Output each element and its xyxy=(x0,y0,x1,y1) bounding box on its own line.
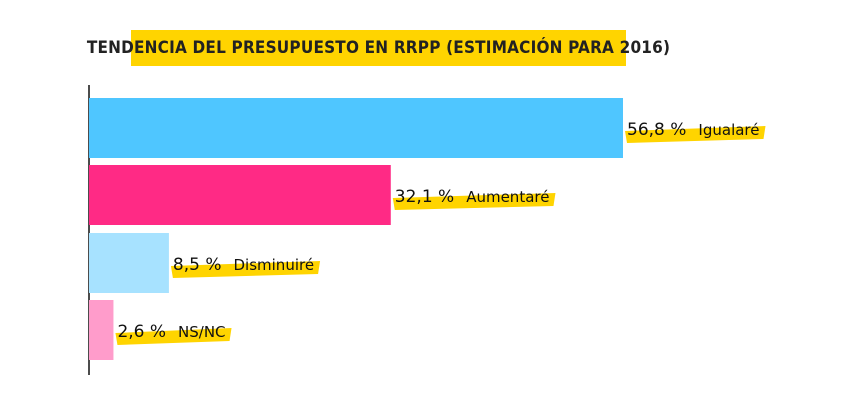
category-label-ns-nc: NS/NC xyxy=(178,323,226,341)
bar-aumentar- xyxy=(89,165,391,225)
value-label-igualar-: 56,8 % xyxy=(627,120,686,140)
value-label-disminuir-: 8,5 % xyxy=(173,255,222,275)
label-highlight-disminuir- xyxy=(170,261,321,278)
value-label-aumentar-: 32,1 % xyxy=(395,187,454,207)
bar-disminuir- xyxy=(89,233,169,293)
chart-title: TENDENCIA DEL PRESUPUESTO EN RRPP (ESTIM… xyxy=(86,38,671,58)
bar-ns-nc xyxy=(89,300,114,360)
category-label-aumentar-: Aumentaré xyxy=(466,188,549,206)
label-highlight-igualar- xyxy=(625,126,766,143)
value-label-ns-nc: 2,6 % xyxy=(117,322,166,342)
chart-title-banner: TENDENCIA DEL PRESUPUESTO EN RRPP (ESTIM… xyxy=(87,30,670,66)
category-label-disminuir-: Disminuiré xyxy=(234,256,315,274)
label-highlight-ns-nc xyxy=(115,328,232,345)
category-label-igualar-: Igualaré xyxy=(698,121,759,139)
label-highlight-aumentar- xyxy=(392,193,556,210)
bar-igualar- xyxy=(89,98,623,158)
